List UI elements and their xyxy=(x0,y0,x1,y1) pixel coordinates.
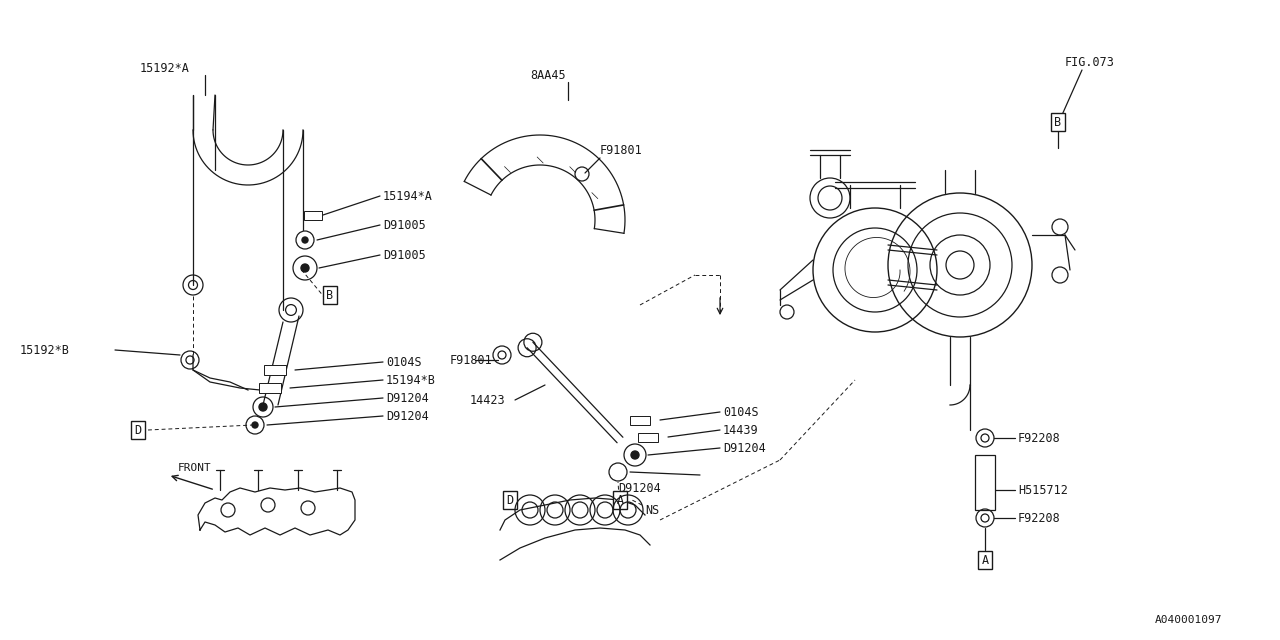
Text: 14423: 14423 xyxy=(470,394,506,406)
Text: FIG.073: FIG.073 xyxy=(1065,56,1115,68)
Text: 14439: 14439 xyxy=(723,424,759,436)
Text: B: B xyxy=(1055,115,1061,129)
Bar xyxy=(259,383,282,393)
Text: F92208: F92208 xyxy=(1018,431,1061,445)
Text: 0104S: 0104S xyxy=(723,406,759,419)
Text: 15194*B: 15194*B xyxy=(387,374,436,387)
Circle shape xyxy=(301,264,308,272)
Bar xyxy=(305,211,323,220)
Circle shape xyxy=(631,451,639,459)
Bar xyxy=(637,433,658,442)
Text: D: D xyxy=(134,424,142,436)
Text: FRONT: FRONT xyxy=(178,463,211,473)
Text: 8AA45: 8AA45 xyxy=(530,68,566,81)
Text: A: A xyxy=(617,493,623,506)
Text: A040001097: A040001097 xyxy=(1155,615,1222,625)
Text: D91204: D91204 xyxy=(387,410,429,422)
Bar xyxy=(975,455,995,510)
Bar xyxy=(630,415,650,424)
Text: D91204: D91204 xyxy=(723,442,765,454)
Text: H515712: H515712 xyxy=(1018,483,1068,497)
Text: 15194*A: 15194*A xyxy=(383,189,433,202)
Text: 15192*A: 15192*A xyxy=(140,61,189,74)
Text: D91005: D91005 xyxy=(383,218,426,232)
Text: 0104S: 0104S xyxy=(387,355,421,369)
Text: D91204: D91204 xyxy=(618,481,660,495)
Text: 15192*B: 15192*B xyxy=(20,344,70,356)
Text: F91801: F91801 xyxy=(600,143,643,157)
Text: F91801: F91801 xyxy=(451,353,493,367)
Circle shape xyxy=(259,403,268,411)
Text: A: A xyxy=(982,554,988,566)
Text: NS: NS xyxy=(645,504,659,516)
Text: D91005: D91005 xyxy=(383,248,426,262)
Circle shape xyxy=(252,422,259,428)
Text: F92208: F92208 xyxy=(1018,511,1061,525)
Text: D: D xyxy=(507,493,513,506)
Circle shape xyxy=(302,237,308,243)
Text: B: B xyxy=(326,289,334,301)
Bar xyxy=(264,365,285,375)
Text: D91204: D91204 xyxy=(387,392,429,404)
